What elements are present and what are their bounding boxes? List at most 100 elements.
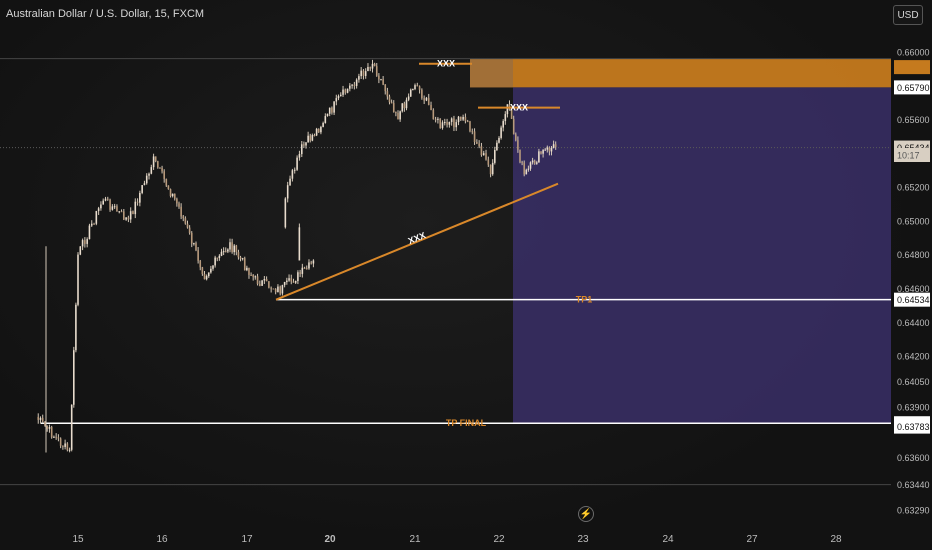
x-tick-16: 16 [156, 534, 168, 545]
candle-body [331, 107, 333, 113]
candle-body [111, 206, 114, 210]
candle-body [311, 135, 314, 141]
candle-body [229, 242, 231, 250]
candle-body [180, 206, 182, 217]
candle-body [139, 192, 141, 203]
x-tick-27: 27 [746, 534, 758, 545]
candle-body [480, 146, 483, 156]
candle-body [349, 85, 351, 89]
candle-body [62, 445, 64, 447]
candle-body [199, 260, 202, 268]
candle-body [116, 206, 118, 212]
candle-body [521, 161, 523, 163]
candle-body [538, 151, 540, 163]
candle-body [375, 66, 378, 76]
candle-body [132, 211, 134, 215]
price-label: 0.63900 [897, 402, 930, 412]
candle-body [293, 169, 296, 171]
candle-body [384, 84, 387, 92]
candle-body [364, 71, 367, 76]
candle-body [297, 272, 299, 282]
candle-body [453, 118, 455, 128]
price-label: 0.64534 [897, 295, 930, 305]
candle-body [550, 147, 553, 152]
candle-body [382, 79, 384, 85]
candle-body [64, 443, 66, 447]
candle-body [554, 144, 557, 148]
candle-body [44, 421, 46, 426]
candle-body [120, 211, 123, 213]
candle-body [371, 63, 374, 69]
currency-button[interactable]: USD [893, 5, 923, 25]
candle-body [277, 286, 279, 293]
candle-body [186, 223, 189, 228]
candle-body [50, 426, 53, 438]
candle-body [233, 245, 236, 253]
candle-body [118, 211, 121, 213]
candle-body [378, 75, 380, 80]
candle-body [512, 118, 515, 135]
candle-body [301, 267, 304, 274]
candle-body [448, 121, 451, 125]
candle-body [305, 268, 308, 270]
lightning-bolt-icon[interactable]: ⚡ [578, 506, 594, 522]
candle-body [355, 79, 358, 86]
candle-body [457, 116, 460, 123]
candle-body [344, 89, 347, 93]
candle-body [154, 156, 157, 162]
candle-body [176, 198, 178, 204]
annotation-1: XXX [510, 103, 528, 113]
candle-body [418, 86, 421, 90]
candle-body [300, 144, 303, 155]
candle-body [421, 89, 423, 99]
price-label-bg [894, 292, 930, 307]
candle-body [540, 151, 542, 154]
candle-body [427, 97, 430, 105]
price-label: 0.65790 [897, 83, 930, 93]
candle-body [222, 251, 225, 253]
trendline [275, 182, 559, 301]
candle-body [143, 183, 146, 186]
candle-body [161, 167, 163, 172]
price-label: 0.65600 [897, 115, 930, 125]
price-label: 0.63290 [897, 505, 930, 515]
x-tick-15: 15 [72, 534, 84, 545]
x-tick-21: 21 [409, 534, 421, 545]
price-label: 0.64800 [897, 250, 930, 260]
candle-body [141, 185, 143, 193]
price-label: 0.64050 [897, 377, 930, 387]
candle-body [496, 142, 498, 151]
candle-body [536, 162, 538, 164]
candle-body [485, 153, 487, 160]
candle-body [106, 198, 109, 200]
candle-body [220, 251, 223, 256]
candle-body [299, 272, 301, 274]
candle-body [59, 438, 62, 446]
candle-body [322, 122, 324, 127]
candle-body [93, 223, 95, 225]
price-label: 0.64200 [897, 352, 930, 362]
candle-body [380, 79, 382, 81]
candle-body [73, 350, 75, 405]
candle-body [298, 154, 301, 158]
candle-body [351, 84, 353, 86]
candle-body [263, 279, 266, 281]
candle-body [81, 240, 84, 247]
candle-body [46, 425, 48, 429]
candle-body [152, 156, 155, 168]
candle-body [159, 167, 161, 169]
zone-price-box [894, 60, 930, 75]
candle-body [171, 193, 174, 197]
candle-body [339, 94, 342, 97]
x-tick-28: 28 [830, 534, 842, 545]
candle-body [416, 85, 419, 87]
price-label-bg [894, 148, 930, 162]
candle-body [310, 262, 312, 264]
candle-body [542, 150, 544, 154]
candle-body [274, 289, 277, 293]
candle-body [395, 112, 397, 114]
annotation-0: XXX [437, 59, 455, 69]
candle-body [392, 103, 395, 113]
